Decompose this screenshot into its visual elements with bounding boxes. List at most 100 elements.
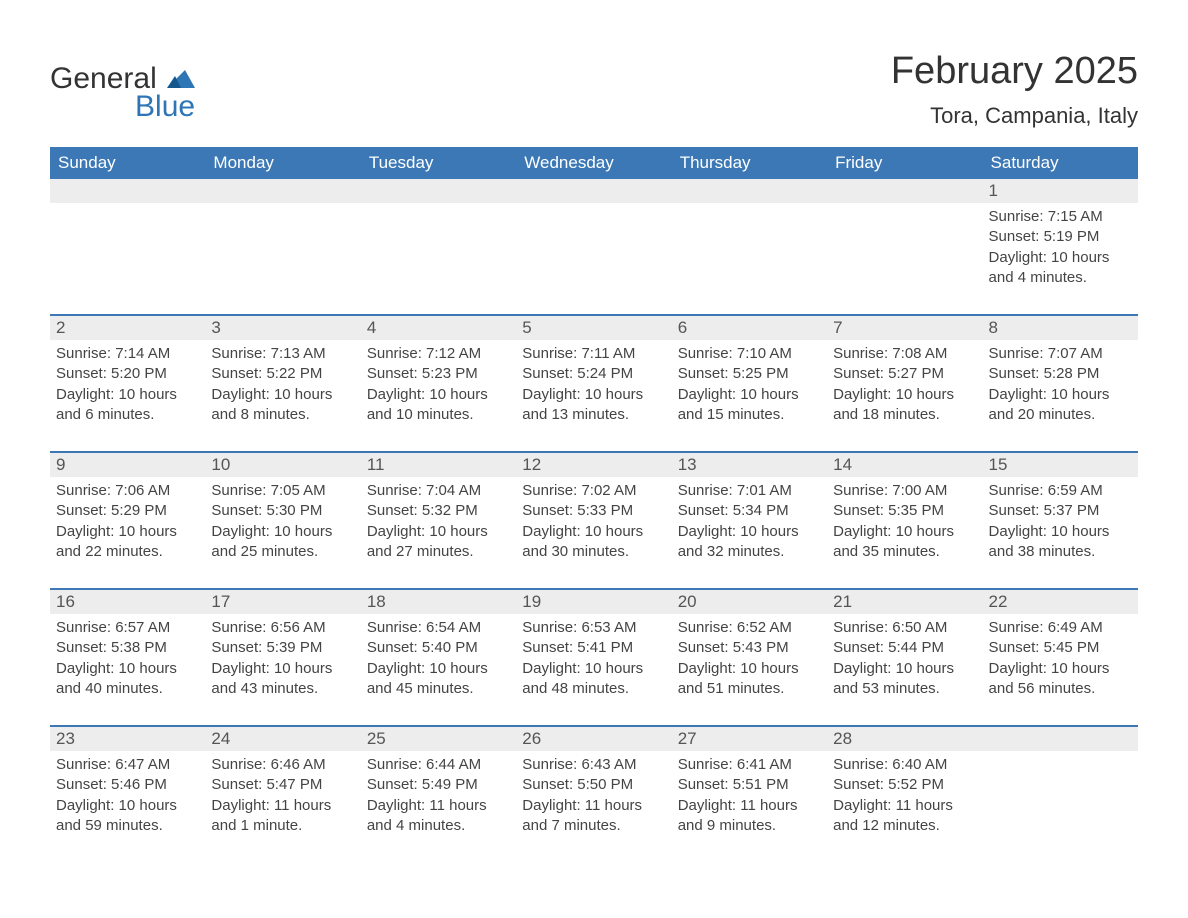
calendar-head: SundayMondayTuesdayWednesdayThursdayFrid…: [50, 147, 1138, 179]
logo: General Blue: [50, 50, 195, 122]
day-daylight1: Daylight: 10 hours: [211, 385, 354, 405]
day-sunset: Sunset: 5:28 PM: [989, 364, 1132, 384]
day-sunrise: Sunrise: 6:44 AM: [367, 755, 510, 775]
day-detail-cell: Sunrise: 7:12 AMSunset: 5:23 PMDaylight:…: [361, 340, 516, 452]
day-sunset: Sunset: 5:51 PM: [678, 775, 821, 795]
day-sunrise: Sunrise: 6:54 AM: [367, 618, 510, 638]
day-number-row: 1: [50, 179, 1138, 203]
day-daylight2: and 1 minute.: [211, 816, 354, 836]
day-sunset: Sunset: 5:40 PM: [367, 638, 510, 658]
day-detail-cell: Sunrise: 7:08 AMSunset: 5:27 PMDaylight:…: [827, 340, 982, 452]
day-number-cell: [50, 179, 205, 203]
day-daylight1: Daylight: 10 hours: [833, 385, 976, 405]
day-sunset: Sunset: 5:46 PM: [56, 775, 199, 795]
day-sunrise: Sunrise: 7:08 AM: [833, 344, 976, 364]
day-sunrise: Sunrise: 7:04 AM: [367, 481, 510, 501]
day-daylight2: and 10 minutes.: [367, 405, 510, 425]
day-detail-cell: [983, 751, 1138, 862]
day-header: Monday: [205, 147, 360, 179]
day-detail-cell: Sunrise: 7:10 AMSunset: 5:25 PMDaylight:…: [672, 340, 827, 452]
day-sunrise: Sunrise: 6:57 AM: [56, 618, 199, 638]
day-sunset: Sunset: 5:37 PM: [989, 501, 1132, 521]
day-detail-cell: Sunrise: 6:54 AMSunset: 5:40 PMDaylight:…: [361, 614, 516, 726]
day-number-cell: [672, 179, 827, 203]
day-number-cell: 23: [50, 727, 205, 751]
day-detail-cell: Sunrise: 6:44 AMSunset: 5:49 PMDaylight:…: [361, 751, 516, 862]
day-detail-cell: [50, 203, 205, 315]
day-daylight2: and 40 minutes.: [56, 679, 199, 699]
day-sunset: Sunset: 5:25 PM: [678, 364, 821, 384]
day-sunset: Sunset: 5:30 PM: [211, 501, 354, 521]
day-sunrise: Sunrise: 6:43 AM: [522, 755, 665, 775]
day-number-cell: 4: [361, 316, 516, 340]
day-sunrise: Sunrise: 6:46 AM: [211, 755, 354, 775]
day-daylight2: and 56 minutes.: [989, 679, 1132, 699]
day-daylight1: Daylight: 10 hours: [833, 659, 976, 679]
day-number-cell: 1: [983, 179, 1138, 203]
day-number-cell: 5: [516, 316, 671, 340]
day-sunset: Sunset: 5:24 PM: [522, 364, 665, 384]
day-daylight1: Daylight: 10 hours: [211, 659, 354, 679]
day-daylight2: and 4 minutes.: [367, 816, 510, 836]
day-sunset: Sunset: 5:27 PM: [833, 364, 976, 384]
day-number-cell: [827, 179, 982, 203]
day-number-row: 232425262728: [50, 727, 1138, 751]
day-detail-cell: Sunrise: 6:47 AMSunset: 5:46 PMDaylight:…: [50, 751, 205, 862]
day-number-cell: 7: [827, 316, 982, 340]
day-number-cell: 24: [205, 727, 360, 751]
day-daylight1: Daylight: 10 hours: [56, 522, 199, 542]
day-number-row: 16171819202122: [50, 590, 1138, 614]
day-sunrise: Sunrise: 6:41 AM: [678, 755, 821, 775]
day-detail-cell: Sunrise: 6:49 AMSunset: 5:45 PMDaylight:…: [983, 614, 1138, 726]
day-sunrise: Sunrise: 7:10 AM: [678, 344, 821, 364]
day-detail-cell: Sunrise: 6:46 AMSunset: 5:47 PMDaylight:…: [205, 751, 360, 862]
day-number-cell: 27: [672, 727, 827, 751]
day-detail-cell: Sunrise: 6:57 AMSunset: 5:38 PMDaylight:…: [50, 614, 205, 726]
calendar-body: 1 Sunrise: 7:15 AMSunset: 5:19 PM Daylight…: [50, 179, 1138, 862]
day-detail-cell: [827, 203, 982, 315]
day-number-cell: 12: [516, 453, 671, 477]
day-detail-cell: Sunrise: 6:53 AMSunset: 5:41 PMDaylight:…: [516, 614, 671, 726]
day-sunrise: Sunrise: 7:12 AM: [367, 344, 510, 364]
day-number-cell: 26: [516, 727, 671, 751]
day-number-cell: 10: [205, 453, 360, 477]
day-daylight1: Daylight: 10 hours: [989, 522, 1132, 542]
day-daylight1: Daylight: 10 hours: [56, 385, 199, 405]
day-daylight1: Daylight: 11 hours: [211, 796, 354, 816]
day-daylight2: and 53 minutes.: [833, 679, 976, 699]
day-sunset: Sunset: 5:35 PM: [833, 501, 976, 521]
day-header: Tuesday: [361, 147, 516, 179]
day-daylight1: Daylight: 10 hours: [522, 522, 665, 542]
day-detail-cell: Sunrise: 6:59 AMSunset: 5:37 PMDaylight:…: [983, 477, 1138, 589]
day-detail-cell: Sunrise: 7:05 AMSunset: 5:30 PMDaylight:…: [205, 477, 360, 589]
day-number-cell: [516, 179, 671, 203]
day-sunrise: Sunrise: 6:49 AM: [989, 618, 1132, 638]
day-number-cell: 13: [672, 453, 827, 477]
day-detail-cell: Sunrise: 7:13 AMSunset: 5:22 PMDaylight:…: [205, 340, 360, 452]
day-sunset: Sunset: 5:43 PM: [678, 638, 821, 658]
day-number-cell: [983, 727, 1138, 751]
day-sunset: Sunset: 5:19 PM: [989, 227, 1132, 247]
day-daylight2: and 30 minutes.: [522, 542, 665, 562]
day-sunrise: Sunrise: 6:47 AM: [56, 755, 199, 775]
day-detail-cell: Sunrise: 6:43 AMSunset: 5:50 PMDaylight:…: [516, 751, 671, 862]
day-daylight2: and 20 minutes.: [989, 405, 1132, 425]
day-header: Friday: [827, 147, 982, 179]
day-daylight2: and 51 minutes.: [678, 679, 821, 699]
day-number-cell: 2: [50, 316, 205, 340]
day-daylight2: and 9 minutes.: [678, 816, 821, 836]
day-sunrise: Sunrise: 7:13 AM: [211, 344, 354, 364]
day-sunrise: Sunrise: 7:15 AM: [989, 207, 1132, 227]
day-number-cell: 22: [983, 590, 1138, 614]
day-daylight2: and 38 minutes.: [989, 542, 1132, 562]
day-daylight2: and 35 minutes.: [833, 542, 976, 562]
day-daylight1: Daylight: 10 hours: [56, 659, 199, 679]
day-sunset: Sunset: 5:34 PM: [678, 501, 821, 521]
day-sunrise: Sunrise: 7:14 AM: [56, 344, 199, 364]
day-number-row: 2345678: [50, 316, 1138, 340]
day-number-cell: 11: [361, 453, 516, 477]
day-sunset: Sunset: 5:47 PM: [211, 775, 354, 795]
day-detail-row: Sunrise: 7:06 AMSunset: 5:29 PMDaylight:…: [50, 477, 1138, 589]
day-daylight2: and 32 minutes.: [678, 542, 821, 562]
day-sunset: Sunset: 5:52 PM: [833, 775, 976, 795]
